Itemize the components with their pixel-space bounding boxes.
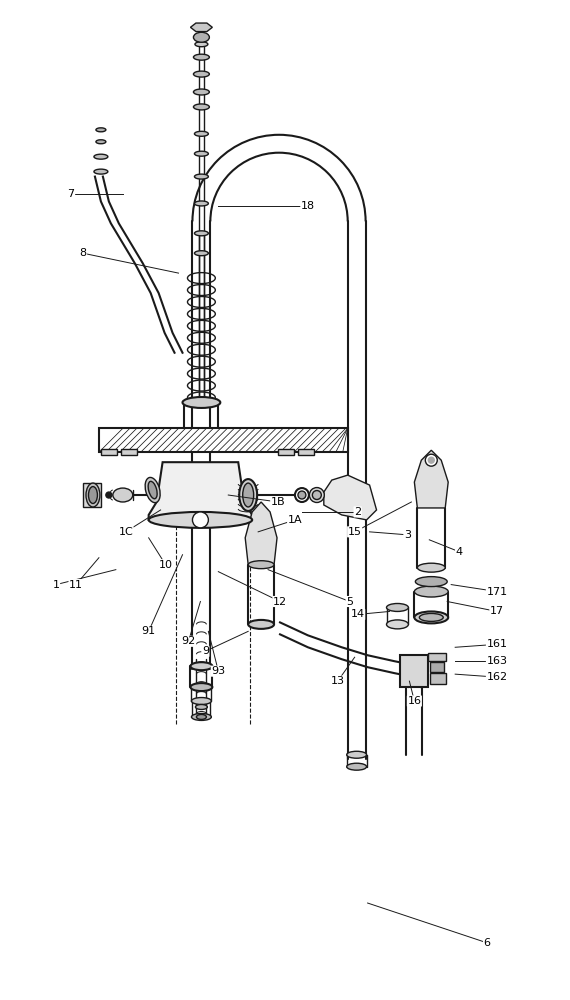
Ellipse shape	[239, 479, 257, 511]
Ellipse shape	[414, 586, 448, 597]
Text: 1A: 1A	[288, 515, 302, 525]
Text: 16: 16	[408, 696, 421, 706]
Ellipse shape	[243, 483, 254, 507]
Bar	[401, 655, 428, 687]
Text: 163: 163	[486, 656, 507, 666]
Ellipse shape	[416, 577, 447, 587]
Text: 1C: 1C	[119, 527, 133, 537]
Bar	[101, 449, 117, 455]
Bar	[428, 653, 446, 661]
Ellipse shape	[148, 481, 157, 499]
Ellipse shape	[192, 698, 211, 704]
Text: 17: 17	[490, 606, 504, 616]
Ellipse shape	[94, 169, 108, 174]
Ellipse shape	[86, 483, 100, 507]
Text: 93: 93	[211, 666, 225, 676]
Ellipse shape	[149, 512, 252, 528]
Ellipse shape	[420, 613, 443, 621]
Polygon shape	[190, 23, 213, 32]
Ellipse shape	[386, 603, 408, 611]
Text: 1B: 1B	[271, 497, 286, 507]
Ellipse shape	[194, 231, 209, 236]
Text: 171: 171	[486, 587, 507, 597]
Text: 11: 11	[69, 580, 83, 590]
Text: 6: 6	[483, 938, 491, 948]
Ellipse shape	[195, 42, 208, 47]
Ellipse shape	[194, 131, 209, 136]
Circle shape	[428, 457, 434, 463]
Bar	[298, 449, 314, 455]
Ellipse shape	[193, 104, 209, 110]
Text: 91: 91	[141, 626, 156, 636]
Ellipse shape	[96, 128, 106, 132]
Circle shape	[193, 512, 209, 528]
Bar	[430, 673, 446, 684]
Ellipse shape	[190, 662, 213, 670]
Ellipse shape	[190, 683, 213, 691]
Text: 18: 18	[301, 201, 315, 211]
Bar	[83, 483, 101, 507]
Text: 1: 1	[52, 580, 60, 590]
Ellipse shape	[417, 563, 445, 572]
Text: 3: 3	[404, 530, 411, 540]
Ellipse shape	[194, 174, 209, 179]
Ellipse shape	[347, 763, 367, 770]
Ellipse shape	[193, 32, 209, 42]
Ellipse shape	[88, 487, 97, 503]
Circle shape	[298, 491, 306, 499]
Ellipse shape	[194, 201, 209, 206]
Text: 162: 162	[486, 672, 507, 682]
Ellipse shape	[193, 54, 209, 60]
Text: 4: 4	[455, 547, 463, 557]
Text: 10: 10	[158, 560, 173, 570]
Circle shape	[106, 492, 112, 498]
Text: 2: 2	[354, 507, 361, 517]
Ellipse shape	[196, 704, 207, 709]
Ellipse shape	[197, 714, 206, 719]
Ellipse shape	[113, 488, 133, 502]
Text: 9: 9	[202, 646, 209, 656]
Text: 12: 12	[273, 597, 287, 607]
Polygon shape	[414, 450, 448, 508]
Ellipse shape	[145, 477, 160, 503]
Text: 14: 14	[351, 609, 365, 619]
Text: 7: 7	[67, 189, 75, 199]
Text: 5: 5	[346, 597, 353, 607]
Text: 92: 92	[181, 636, 196, 646]
Ellipse shape	[312, 491, 321, 500]
Ellipse shape	[193, 89, 209, 95]
Ellipse shape	[194, 251, 209, 256]
Ellipse shape	[248, 561, 274, 569]
Bar	[430, 662, 444, 672]
Ellipse shape	[248, 620, 274, 629]
Polygon shape	[324, 475, 377, 520]
Text: 13: 13	[331, 676, 345, 686]
Polygon shape	[245, 502, 277, 565]
Ellipse shape	[310, 488, 324, 502]
Ellipse shape	[182, 397, 221, 408]
Text: 15: 15	[348, 527, 361, 537]
Polygon shape	[149, 462, 252, 520]
Ellipse shape	[193, 71, 209, 77]
Circle shape	[425, 454, 437, 466]
Text: 161: 161	[486, 639, 507, 649]
Ellipse shape	[386, 620, 408, 629]
Bar	[121, 449, 137, 455]
Ellipse shape	[347, 751, 367, 758]
Ellipse shape	[194, 151, 209, 156]
Bar	[278, 449, 294, 455]
Circle shape	[295, 488, 309, 502]
Ellipse shape	[192, 713, 211, 720]
Text: 8: 8	[79, 248, 87, 258]
Ellipse shape	[96, 140, 106, 144]
Ellipse shape	[94, 154, 108, 159]
Bar	[99, 428, 348, 452]
Ellipse shape	[414, 611, 448, 623]
